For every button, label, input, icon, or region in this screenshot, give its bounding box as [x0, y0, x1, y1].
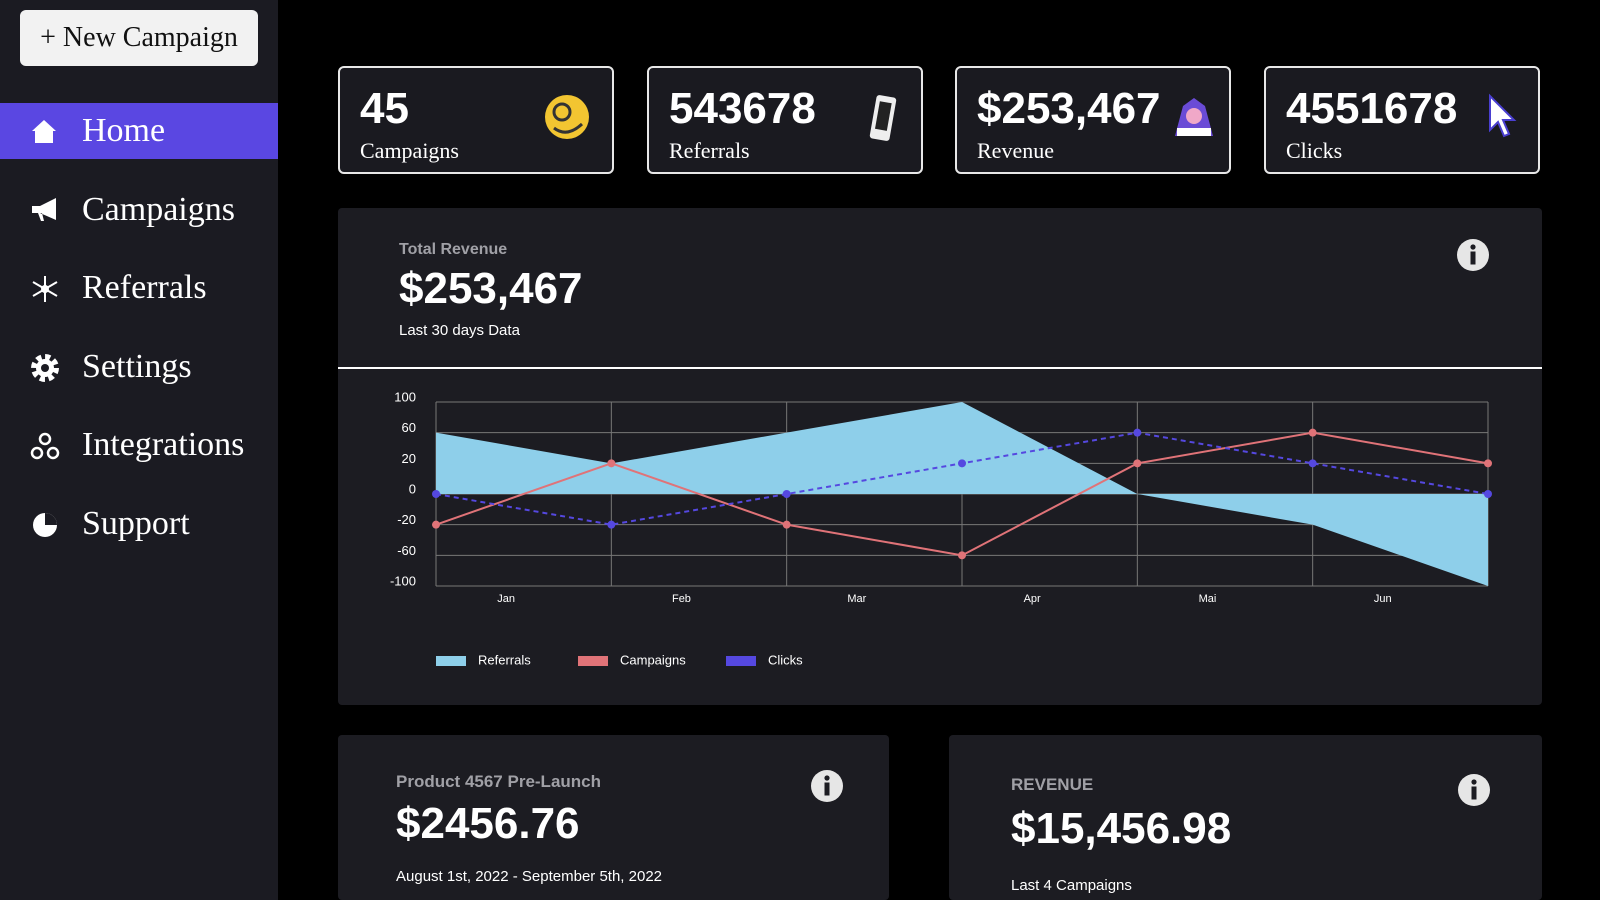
card-title: Product 4567 Pre-Launch: [396, 772, 602, 791]
new-campaign-button[interactable]: + New Campaign: [20, 10, 258, 66]
x-tick-label: Mai: [1199, 593, 1217, 605]
info-icon[interactable]: [1456, 238, 1490, 272]
y-tick-label: -20: [397, 512, 416, 527]
stat-value: 543678: [669, 84, 816, 133]
x-tick-label: Jan: [497, 593, 515, 605]
stat-label: Revenue: [977, 138, 1054, 163]
card-subtitle: August 1st, 2022 - September 5th, 2022: [396, 868, 663, 885]
stat-value: 4551678: [1286, 84, 1458, 133]
info-icon[interactable]: [1457, 773, 1491, 807]
nav-item[interactable]: Home: [0, 103, 278, 159]
panel-value: $253,467: [399, 264, 583, 313]
panel-subtitle: Last 30 days Data: [399, 322, 520, 339]
point: [782, 520, 791, 529]
x-tick-label: Mar: [847, 593, 866, 605]
point: [958, 459, 966, 468]
point: [1484, 490, 1492, 498]
panel-label: Total Revenue: [399, 241, 508, 258]
y-tick-label: -100: [390, 573, 416, 588]
revenue-panel: Total Revenue $253,467 Last 30 days Data…: [338, 208, 1542, 705]
point: [1308, 428, 1317, 437]
stat-card: 4551678 Clicks: [1264, 66, 1540, 174]
point: [607, 459, 616, 468]
nav-label: Home: [82, 112, 166, 149]
stat-card: 45 Campaigns: [338, 66, 614, 174]
campaigns-icon: [32, 198, 56, 221]
point: [607, 520, 616, 529]
stat-icon: [1489, 93, 1517, 138]
y-tick-label: -60: [397, 543, 416, 558]
chart: 100 60 20 0 -20 -60 -100 Jan Feb Mar Apr Mai Jun Refe…: [338, 367, 1542, 667]
sidebar: + New Campaign Home Campaigns Referrals …: [0, 0, 278, 900]
y-tick-label: 0: [409, 481, 416, 496]
y-tick-label: 20: [402, 451, 416, 466]
support-icon: [33, 513, 57, 537]
stat-label: Clicks: [1286, 138, 1343, 163]
y-tick-label: 60: [402, 420, 416, 435]
point: [782, 490, 791, 498]
nav-item[interactable]: Referrals: [0, 260, 278, 316]
point: [1484, 459, 1492, 468]
stat-icon: [869, 95, 897, 141]
home-icon: [32, 120, 56, 143]
x-tick-label: Feb: [672, 593, 691, 605]
legend-swatch: [726, 656, 756, 666]
stat-value: 45: [360, 84, 409, 133]
stat-icon: [545, 95, 589, 139]
nav-label: Support: [82, 505, 190, 542]
legend-swatch: [578, 656, 608, 666]
x-tick-label: Jun: [1374, 593, 1392, 605]
legend-swatch: [436, 656, 466, 666]
legend-label: Referrals: [478, 652, 531, 667]
nav-label: Settings: [82, 348, 192, 385]
nav-label: Referrals: [82, 269, 207, 306]
card-value: $2456.76: [396, 799, 580, 848]
card-subtitle: Last 4 Campaigns: [1011, 877, 1132, 894]
nav-item[interactable]: Settings: [0, 339, 278, 395]
stat-label: Referrals: [669, 138, 750, 163]
stat-card: $253,467 Revenue: [955, 66, 1231, 174]
nav-item[interactable]: Support: [0, 496, 278, 552]
revenue-card: REVENUE $15,456.98 Last 4 Campaigns: [949, 735, 1542, 900]
point: [1308, 459, 1317, 468]
card-title: REVENUE: [1011, 775, 1094, 794]
stat-value: $253,467: [977, 84, 1161, 133]
nav-label: Integrations: [82, 426, 245, 463]
area: [436, 402, 1488, 586]
point: [432, 520, 440, 529]
y-tick-label: 100: [394, 389, 416, 404]
stat-label: Campaigns: [360, 138, 459, 163]
product-card: Product 4567 Pre-Launch $2456.76 August …: [338, 735, 889, 900]
settings-icon: [31, 354, 59, 382]
nav-item[interactable]: Campaigns: [0, 182, 278, 238]
integrations-icon: [30, 432, 60, 460]
point: [1133, 459, 1142, 468]
nav-label: Campaigns: [82, 191, 235, 228]
point: [432, 490, 440, 498]
referrals-icon: [32, 276, 58, 302]
legend-label: Clicks: [768, 652, 803, 667]
legend-label: Campaigns: [620, 652, 686, 667]
point: [1133, 428, 1142, 437]
info-icon[interactable]: [810, 769, 844, 803]
x-tick-label: Apr: [1024, 593, 1041, 605]
card-value: $15,456.98: [1011, 804, 1232, 853]
point: [958, 551, 966, 560]
nav-item[interactable]: Integrations: [0, 417, 278, 473]
stat-card: 543678 Referrals: [647, 66, 923, 174]
stat-icon: [1175, 98, 1213, 136]
